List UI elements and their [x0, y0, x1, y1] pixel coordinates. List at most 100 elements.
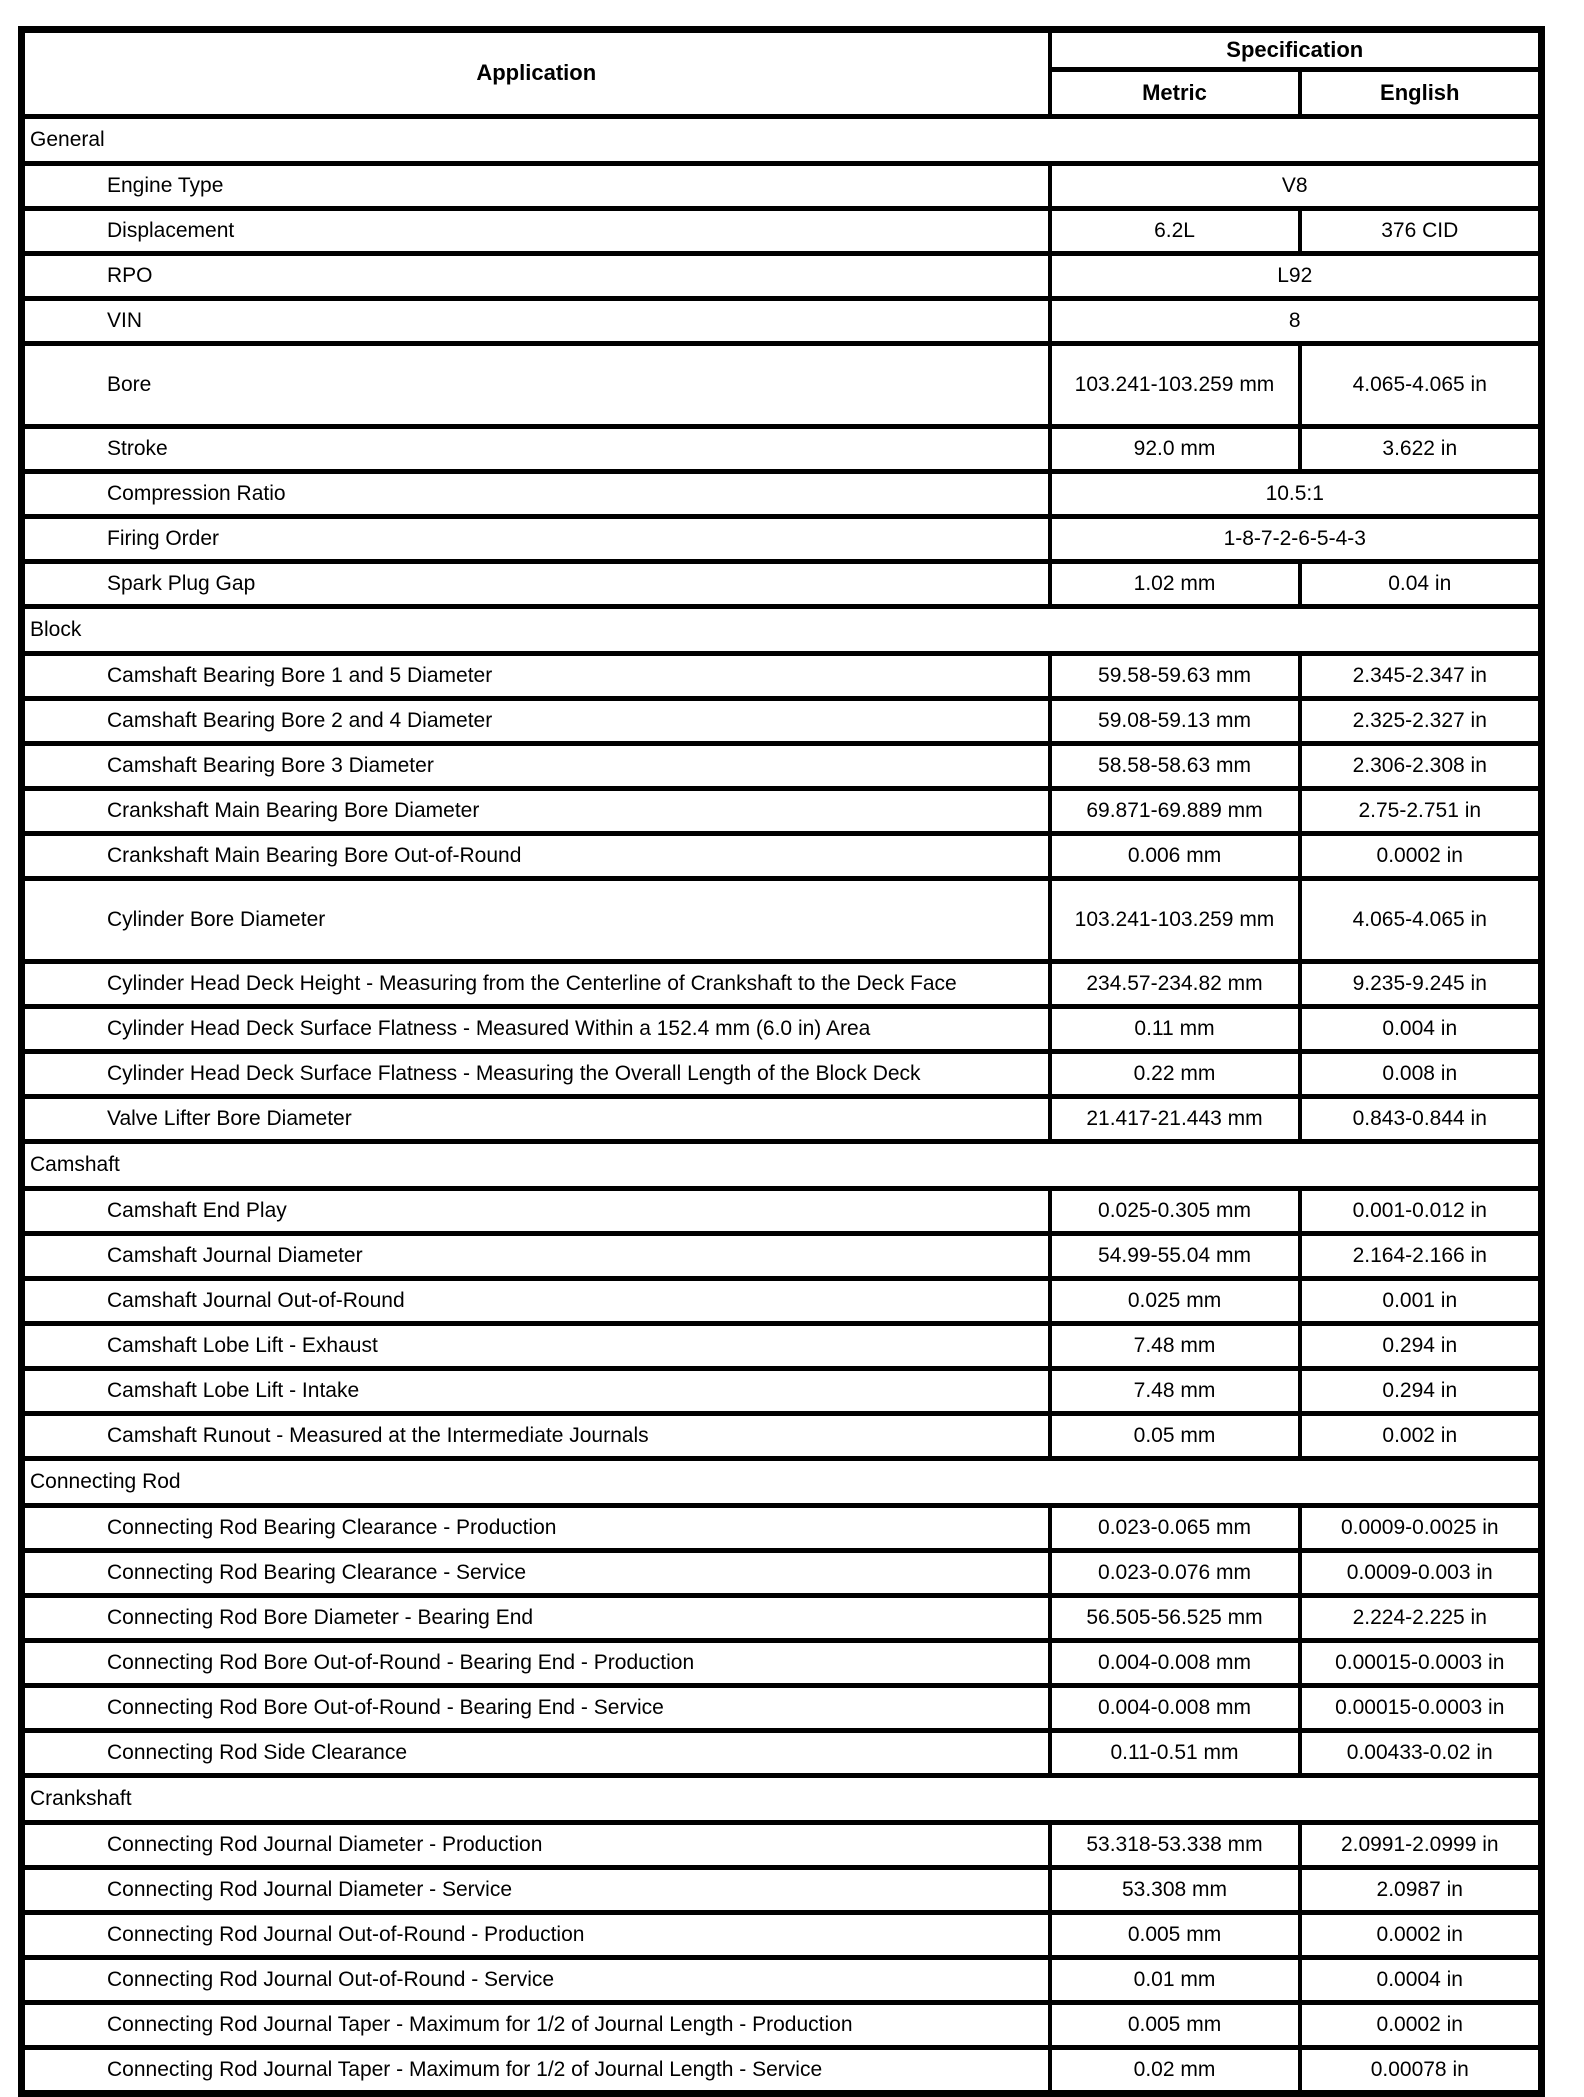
metric-value: 54.99-55.04 mm [1047, 1231, 1302, 1281]
spec-row: Connecting Rod Bearing Clearance - Produ… [19, 1503, 1544, 1553]
english-value: 2.0987 in [1297, 1865, 1544, 1915]
application-label: Connecting Rod Bore Diameter - Bearing E… [19, 1593, 1052, 1643]
spec-row: Valve Lifter Bore Diameter 21.417-21.443 … [19, 1094, 1544, 1144]
application-label: RPO [19, 251, 1052, 301]
metric-value: 1.02 mm [1047, 559, 1302, 609]
english-value: 0.002 in [1297, 1411, 1544, 1461]
spec-row: Bore 103.241-103.259 mm 4.065-4.065 in [19, 341, 1544, 429]
metric-value: 21.417-21.443 mm [1047, 1094, 1302, 1144]
application-label: Connecting Rod Journal Diameter - Produc… [19, 1820, 1052, 1870]
english-value: 0.008 in [1297, 1049, 1544, 1099]
english-value: 9.235-9.245 in [1297, 959, 1544, 1009]
section-title: General [19, 114, 1544, 166]
application-label: Camshaft Lobe Lift - Intake [19, 1366, 1052, 1416]
metric-value: 0.22 mm [1047, 1049, 1302, 1099]
english-value: 0.00015-0.0003 in [1297, 1683, 1544, 1733]
english-value: 0.04 in [1297, 559, 1544, 609]
spec-row: Cylinder Head Deck Surface Flatness - Me… [19, 1004, 1544, 1054]
metric-value: 53.318-53.338 mm [1047, 1820, 1302, 1870]
spec-row: Camshaft Lobe Lift - Exhaust 7.48 mm 0.294… [19, 1321, 1544, 1371]
spanned-value: 10.5:1 [1047, 469, 1544, 519]
metric-value: 59.08-59.13 mm [1047, 696, 1302, 746]
section-title: Connecting Rod [19, 1456, 1544, 1508]
spec-row: Stroke 92.0 mm 3.622 in [19, 424, 1544, 474]
table-body: General Engine Type V8 Displacement 6.2L 376 … [19, 114, 1544, 2096]
application-label: Connecting Rod Bearing Clearance - Produ… [19, 1503, 1052, 1553]
metric-value: 0.004-0.008 mm [1047, 1638, 1302, 1688]
section-title: Crankshaft [19, 1773, 1544, 1825]
application-label: Connecting Rod Bore Out-of-Round - Beari… [19, 1638, 1052, 1688]
spec-row: Connecting Rod Journal Out-of-Round - Pr… [19, 1910, 1544, 1960]
application-label: Connecting Rod Bearing Clearance - Servi… [19, 1548, 1052, 1598]
metric-value: 0.01 mm [1047, 1955, 1302, 2005]
application-label: Camshaft Lobe Lift - Exhaust [19, 1321, 1052, 1371]
english-value: 0.004 in [1297, 1004, 1544, 1054]
english-value: 0.00015-0.0003 in [1297, 1638, 1544, 1688]
spec-row: Compression Ratio 10.5:1 [19, 469, 1544, 519]
section-row: Camshaft [19, 1139, 1544, 1191]
application-label: Camshaft Bearing Bore 2 and 4 Diameter [19, 696, 1052, 746]
section-row: General [19, 114, 1544, 166]
english-value: 0.0004 in [1297, 1955, 1544, 2005]
spec-row: Connecting Rod Bore Out-of-Round - Beari… [19, 1683, 1544, 1733]
application-label: Connecting Rod Journal Taper - Maximum f… [19, 2045, 1052, 2096]
table-header: Application Specification Metric English [19, 27, 1544, 119]
application-label: Firing Order [19, 514, 1052, 564]
spec-row: Firing Order 1-8-7-2-6-5-4-3 [19, 514, 1544, 564]
application-label: Displacement [19, 206, 1052, 256]
metric-value: 0.005 mm [1047, 2000, 1302, 2050]
english-value: 0.0002 in [1297, 1910, 1544, 1960]
english-value: 0.001 in [1297, 1276, 1544, 1326]
engine-specifications-table: Application Specification Metric English… [18, 26, 1546, 2097]
metric-value: 7.48 mm [1047, 1321, 1302, 1371]
metric-value: 6.2L [1047, 206, 1302, 256]
spec-row: Engine Type V8 [19, 161, 1544, 211]
spec-row: Connecting Rod Side Clearance 0.11-0.51 m… [19, 1728, 1544, 1778]
english-value: 2.0991-2.0999 in [1297, 1820, 1544, 1870]
application-label: Crankshaft Main Bearing Bore Out-of-Roun… [19, 831, 1052, 881]
metric-value: 0.025-0.305 mm [1047, 1186, 1302, 1236]
metric-value: 0.023-0.065 mm [1047, 1503, 1302, 1553]
spec-row: Spark Plug Gap 1.02 mm 0.04 in [19, 559, 1544, 609]
spec-row: Cylinder Head Deck Height - Measuring fr… [19, 959, 1544, 1009]
metric-column-header: Metric [1047, 67, 1302, 119]
application-label: Valve Lifter Bore Diameter [19, 1094, 1052, 1144]
spec-row: Camshaft Lobe Lift - Intake 7.48 mm 0.294 … [19, 1366, 1544, 1416]
english-column-header: English [1297, 67, 1544, 119]
application-label: Cylinder Bore Diameter [19, 876, 1052, 964]
application-label: Stroke [19, 424, 1052, 474]
english-value: 0.0009-0.0025 in [1297, 1503, 1544, 1553]
english-value: 0.0002 in [1297, 831, 1544, 881]
spec-row: Connecting Rod Bore Out-of-Round - Beari… [19, 1638, 1544, 1688]
metric-value: 53.308 mm [1047, 1865, 1302, 1915]
spec-row: Connecting Rod Journal Diameter - Produc… [19, 1820, 1544, 1870]
application-label: Crankshaft Main Bearing Bore Diameter [19, 786, 1052, 836]
english-value: 0.0009-0.003 in [1297, 1548, 1544, 1598]
spec-row: RPO L92 [19, 251, 1544, 301]
english-value: 4.065-4.065 in [1297, 876, 1544, 964]
english-value: 3.622 in [1297, 424, 1544, 474]
application-label: Connecting Rod Journal Out-of-Round - Se… [19, 1955, 1052, 2005]
english-value: 2.306-2.308 in [1297, 741, 1544, 791]
metric-value: 0.11-0.51 mm [1047, 1728, 1302, 1778]
metric-value: 234.57-234.82 mm [1047, 959, 1302, 1009]
application-label: Connecting Rod Journal Diameter - Servic… [19, 1865, 1052, 1915]
application-label: Spark Plug Gap [19, 559, 1052, 609]
spec-row: Camshaft Journal Out-of-Round 0.025 mm 0.0… [19, 1276, 1544, 1326]
application-label: Camshaft End Play [19, 1186, 1052, 1236]
spec-row: Connecting Rod Journal Taper - Maximum f… [19, 2000, 1544, 2050]
application-label: Camshaft Journal Diameter [19, 1231, 1052, 1281]
application-label: Connecting Rod Journal Out-of-Round - Pr… [19, 1910, 1052, 1960]
application-label: Camshaft Bearing Bore 1 and 5 Diameter [19, 651, 1052, 701]
metric-value: 92.0 mm [1047, 424, 1302, 474]
document-page: Application Specification Metric English… [18, 26, 1546, 2097]
application-label: Compression Ratio [19, 469, 1052, 519]
english-value: 0.294 in [1297, 1366, 1544, 1416]
spec-row: Camshaft Bearing Bore 3 Diameter 58.58-58… [19, 741, 1544, 791]
application-label: Bore [19, 341, 1052, 429]
spec-row: Connecting Rod Bearing Clearance - Servi… [19, 1548, 1544, 1598]
application-label: Connecting Rod Side Clearance [19, 1728, 1052, 1778]
application-column-header: Application [19, 27, 1052, 119]
english-value: 0.001-0.012 in [1297, 1186, 1544, 1236]
metric-value: 0.005 mm [1047, 1910, 1302, 1960]
